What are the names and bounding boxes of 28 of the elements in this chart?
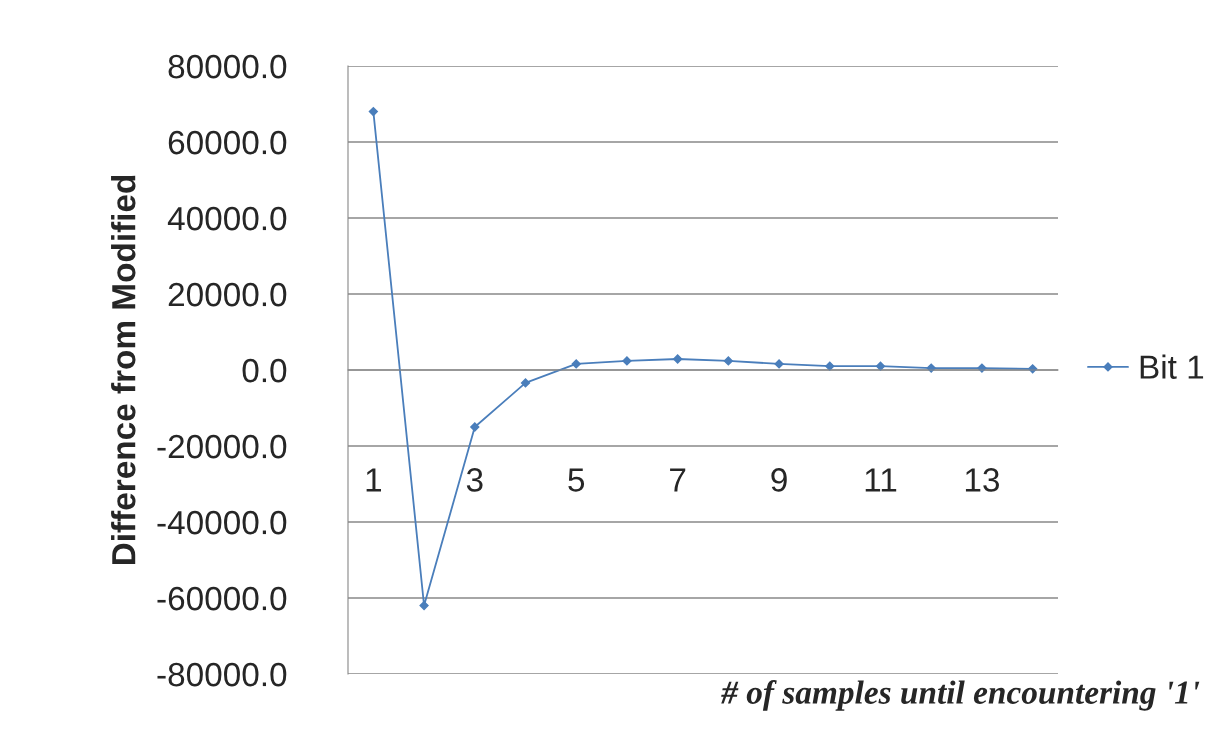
legend-label: Bit 1: [1140, 354, 1204, 379]
x-axis-title: # of samples until encountering '1': [721, 680, 1200, 711]
point: [875, 361, 886, 371]
y-tick-label: 80000.0: [168, 54, 287, 79]
point: [622, 356, 632, 366]
point: [520, 378, 531, 388]
y-tick-label: 20000.0: [168, 282, 287, 307]
y-tick-label: -60000.0: [157, 586, 287, 611]
x-tick-label: 13: [965, 468, 999, 492]
x-tick-label: 3: [466, 468, 483, 492]
point: [774, 359, 784, 369]
y-tick-label: -20000.0: [157, 434, 287, 459]
x-tick-label: 7: [670, 468, 686, 492]
y-tick-label: 40000.0: [167, 206, 287, 231]
x-tick-label: 9: [771, 468, 787, 492]
point: [571, 359, 581, 369]
point: [673, 354, 683, 364]
y-axis-title: Difference from Modified: [111, 175, 136, 565]
y-tick-label: 60000.0: [168, 130, 287, 155]
x-tick-label: 5: [568, 468, 585, 492]
y-tick-label: -40000.0: [157, 510, 287, 535]
x-tick-label: 1: [366, 468, 381, 492]
y-tick-label: -80000.0: [157, 662, 287, 687]
y-tick-label: 0.0: [242, 358, 287, 383]
point: [368, 106, 378, 117]
point: [723, 356, 733, 366]
point: [470, 422, 480, 432]
x-tick-label: 11: [865, 468, 897, 492]
